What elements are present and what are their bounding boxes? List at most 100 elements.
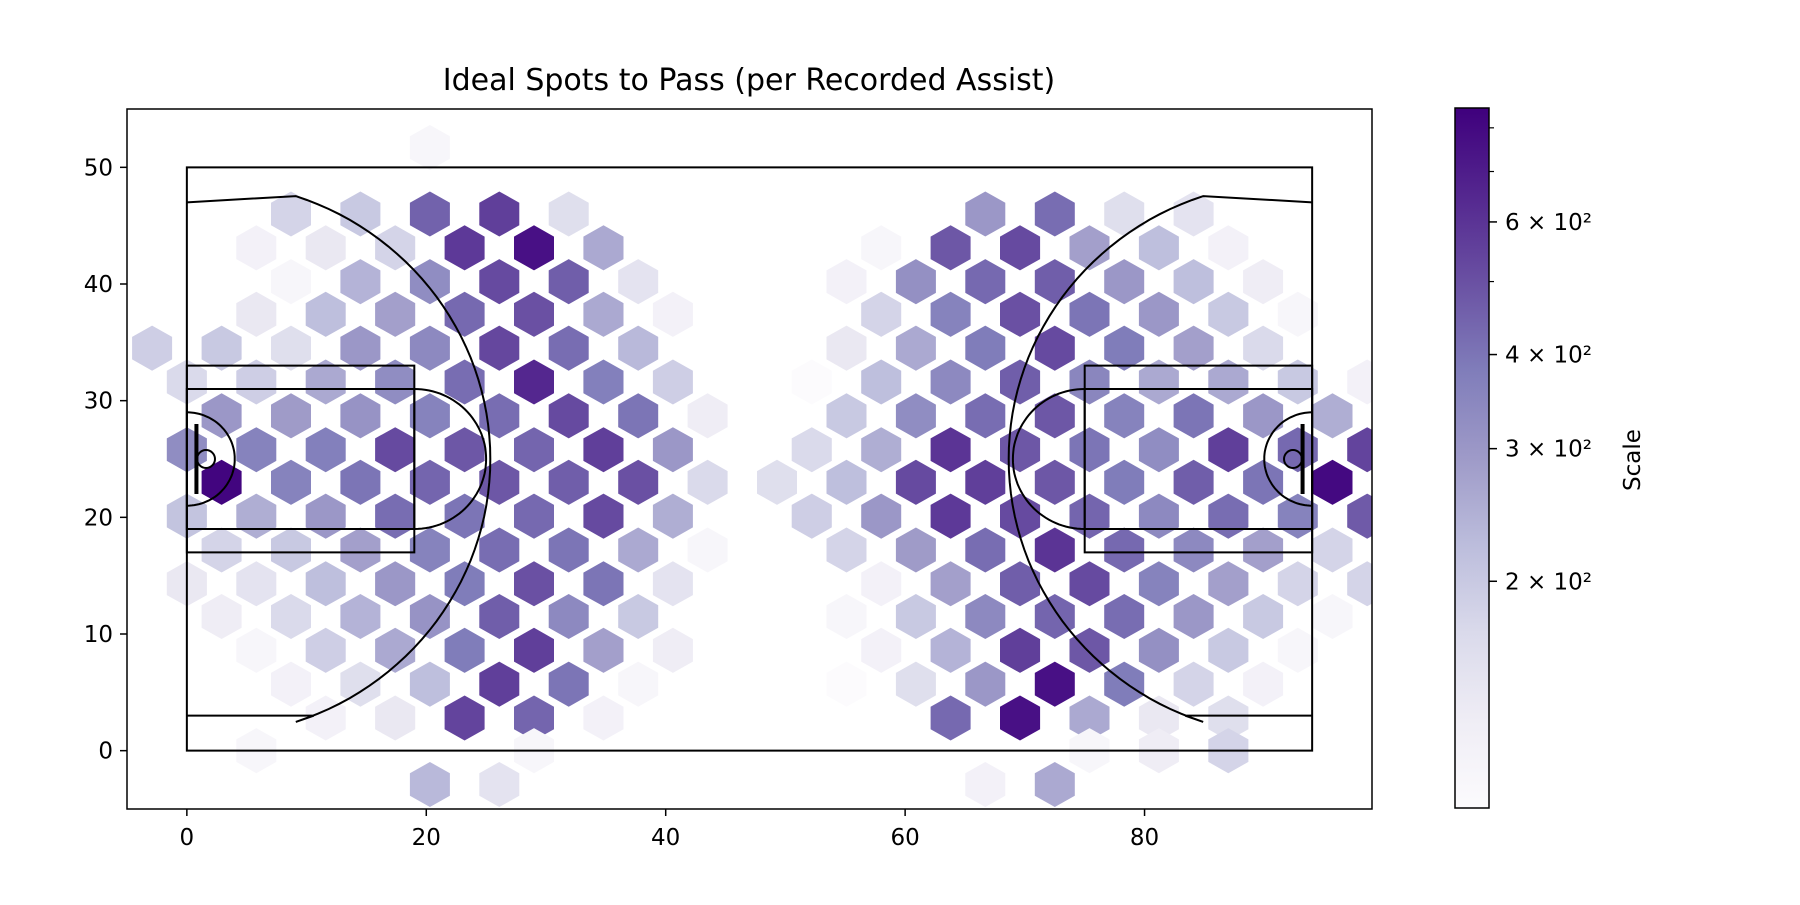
hex-cell	[1069, 291, 1110, 337]
hex-cell	[340, 325, 381, 371]
hex-cell	[409, 191, 450, 237]
hex-cell	[444, 627, 485, 673]
hex-cell	[687, 527, 728, 573]
hex-cell	[791, 493, 832, 539]
hex-cell	[514, 427, 554, 473]
hex-cell	[444, 493, 485, 539]
hex-cell	[791, 359, 832, 405]
hex-cell	[1138, 627, 1179, 673]
hex-cell	[930, 359, 971, 405]
hex-cell	[1138, 291, 1179, 337]
hex-cell	[305, 493, 346, 539]
y-tick-label: 10	[84, 622, 113, 648]
hex-cell	[1312, 393, 1353, 439]
hex-cell	[965, 325, 1006, 371]
hex-cell	[271, 259, 311, 305]
left-three-point-line	[186, 195, 492, 723]
hex-cell	[687, 459, 728, 505]
hex-cell	[132, 325, 173, 371]
hex-cell	[514, 695, 554, 741]
hex-cell	[583, 695, 624, 741]
hex-cell	[236, 225, 277, 271]
hex-cell	[409, 393, 450, 439]
hex-cell	[1173, 527, 1214, 573]
colorbar-tick-label: 2 × 10²	[1505, 569, 1592, 595]
hex-cell	[1208, 225, 1249, 271]
hex-cell	[514, 627, 554, 673]
hex-cell	[375, 493, 416, 539]
hex-cell	[1243, 527, 1284, 573]
hex-cell	[965, 393, 1006, 439]
colorbar-label: Scale	[1620, 429, 1646, 491]
hex-cell	[409, 661, 450, 707]
hex-cell	[583, 493, 624, 539]
hex-cell	[583, 225, 624, 271]
hex-cell	[618, 527, 659, 573]
hex-cell	[1347, 359, 1372, 405]
hex-cell	[201, 325, 242, 371]
hex-cell	[375, 225, 416, 271]
hex-cell	[861, 627, 902, 673]
hex-cell	[826, 594, 867, 639]
hex-cell	[1173, 459, 1214, 505]
hex-cell	[548, 259, 589, 305]
hex-cell	[479, 762, 520, 807]
hex-cell	[1069, 427, 1110, 473]
hex-cell	[271, 459, 311, 505]
x-tick-label: 20	[412, 825, 441, 851]
hex-cell	[1277, 627, 1318, 673]
left-free-throw-circle	[414, 388, 488, 530]
hex-cell	[895, 393, 936, 439]
hex-cell	[548, 325, 589, 371]
hex-cell	[1208, 359, 1249, 405]
left-restricted-area	[186, 411, 236, 507]
hex-cell	[930, 493, 971, 539]
hex-cell	[1277, 427, 1318, 473]
hex-cell	[1000, 695, 1041, 741]
hex-cell	[895, 527, 936, 573]
hex-cell	[895, 594, 936, 639]
hex-cell	[1034, 259, 1075, 305]
hex-cell	[1104, 594, 1145, 639]
y-axis: 0 10 20 30 40 50	[84, 155, 127, 765]
hex-cell	[652, 561, 693, 607]
hex-cell	[514, 225, 554, 271]
hex-cell	[1312, 459, 1353, 505]
hex-cell	[271, 661, 311, 707]
hex-cell	[375, 427, 416, 473]
hex-cell	[409, 527, 450, 573]
hex-cell	[479, 661, 520, 707]
hex-cell	[375, 561, 416, 607]
hex-cell	[895, 259, 936, 305]
hex-cell	[1173, 191, 1214, 237]
hex-cell	[1243, 393, 1284, 439]
hex-cell	[1000, 493, 1041, 539]
hex-cell	[1243, 459, 1284, 505]
hex-cell	[305, 627, 346, 673]
hex-cell	[1208, 291, 1249, 337]
hex-cell	[1173, 661, 1214, 707]
hex-cell	[1104, 459, 1145, 505]
hex-cell	[201, 594, 242, 639]
hex-cell	[1208, 427, 1249, 473]
colorbar-ticks: 2 × 10² 3 × 10² 4 × 10² 6 × 10²	[1489, 127, 1592, 595]
hex-cell	[1104, 393, 1145, 439]
hex-cell	[479, 527, 520, 573]
hex-cell	[340, 191, 381, 237]
hex-cell	[548, 393, 589, 439]
hex-cell	[618, 259, 659, 305]
hex-cell	[1173, 325, 1214, 371]
hex-cell	[895, 661, 936, 707]
hex-cell	[1243, 325, 1284, 371]
hex-cell	[1208, 493, 1249, 539]
hex-cell	[1138, 427, 1179, 473]
hex-cell	[1000, 291, 1041, 337]
colorbar-tick-label: 3 × 10²	[1505, 437, 1592, 463]
hex-cell	[965, 259, 1006, 305]
hex-cell	[1069, 359, 1110, 405]
hex-cell	[1069, 695, 1110, 741]
hex-cell	[1000, 225, 1041, 271]
hex-cell	[1104, 325, 1145, 371]
hex-cell	[965, 594, 1006, 639]
